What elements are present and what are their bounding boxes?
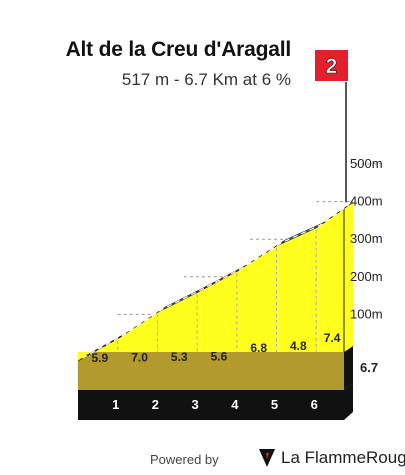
- profile-base-front: [78, 352, 344, 390]
- gradient-label: 5.9: [92, 351, 109, 365]
- elevation-tick-label: 200m: [350, 269, 383, 284]
- distance-axis-band: [78, 384, 353, 420]
- elevation-profile-chart: 5.9 7.0 5.3 5.6 6.8 4.8 7.4 1 2 3 4 5 6 6.7 100m 200m…: [77, 50, 383, 420]
- km-marker-label: 4: [231, 397, 239, 412]
- elevation-tick-label: 400m: [350, 194, 383, 209]
- gradient-label: 7.4: [324, 331, 341, 345]
- gradient-label: 6.8: [250, 341, 267, 355]
- footer: Powered by La FlammeRouge: [0, 445, 405, 471]
- gradient-band: [77, 202, 354, 362]
- category-badge-label: 2: [326, 55, 338, 78]
- chart-subtitle: 517 m - 6.7 Km at 6 %: [121, 70, 291, 89]
- km-marker-label: 5: [271, 397, 278, 412]
- total-distance-label: 6.7: [360, 360, 378, 375]
- elevation-tick-label: 100m: [350, 306, 383, 321]
- distance-axis: 1 2 3 4 5 6 6.7: [78, 360, 378, 420]
- profile-base-side: [344, 346, 353, 390]
- gradient-label: 5.3: [171, 350, 188, 364]
- powered-by-text: Powered by: [150, 452, 219, 467]
- profile-base: [78, 346, 353, 390]
- category-badge: [315, 50, 348, 81]
- gradient-labels: 5.9 7.0 5.3 5.6 6.8 4.8 7.4: [92, 331, 341, 365]
- brand-name[interactable]: La FlammeRouge: [281, 448, 405, 467]
- gradient-label: 7.0: [131, 351, 148, 365]
- elevation-tick-label: 300m: [350, 231, 383, 246]
- elevation-tick-label: 500m: [350, 156, 383, 171]
- km-marker-label: 2: [152, 397, 159, 412]
- km-dividers: [117, 229, 317, 352]
- profile-area: [78, 202, 353, 361]
- km-marker-label: 6: [311, 397, 318, 412]
- profile-fill: [78, 208, 344, 361]
- chart-title: Alt de la Creu d'Aragall: [65, 38, 292, 61]
- gradient-label: 5.6: [211, 350, 228, 364]
- km-marker-label: 1: [112, 397, 119, 412]
- km-marker-label: 3: [191, 397, 198, 412]
- flamme-rouge-logo-icon: [259, 449, 275, 467]
- category-flag: 2: [315, 50, 348, 203]
- gradient-label: 4.8: [290, 339, 307, 353]
- profile-fill-side: [344, 202, 353, 352]
- elevation-ticks: 100m 200m 300m 400m 500m: [350, 156, 383, 321]
